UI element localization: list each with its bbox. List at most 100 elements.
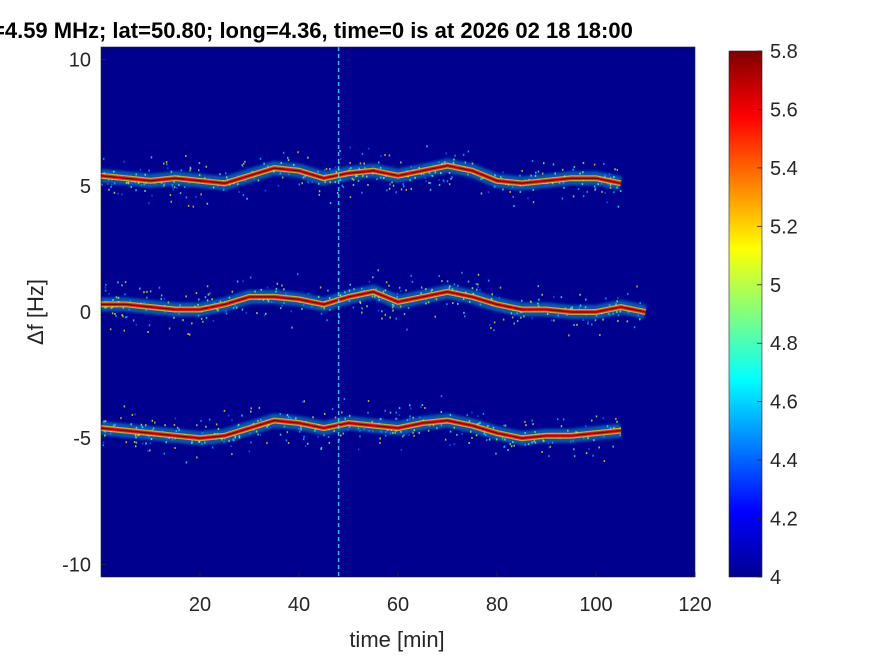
speckle [342,186,345,189]
speckle [615,417,617,420]
speckle [105,283,107,286]
speckle [124,316,127,319]
speckle [426,145,428,148]
speckle [173,423,176,426]
speckle [242,162,245,165]
trace-1 [101,145,623,208]
speckle [603,460,606,463]
speckle [503,424,505,427]
speckle [200,193,202,196]
speckle [457,284,459,287]
speckle [200,317,203,320]
y-axis: 10 5 0 -5 -10 [62,50,106,576]
speckle [205,165,208,168]
speckle [185,155,187,158]
speckle [593,185,596,188]
speckle [206,285,209,288]
speckle [408,433,410,436]
speckle [319,286,322,289]
speckle [372,276,374,279]
speckle [111,183,113,186]
speckle [377,309,380,312]
speckle [392,184,395,187]
x-axis-label: time [min] [349,627,444,652]
colorbar: 5.8 5.6 5.4 5.2 5 4.8 4.6 4.4 4.2 4 [728,41,798,589]
speckle [381,310,383,313]
speckle [285,439,288,442]
speckle [124,281,127,284]
speckle [440,410,443,413]
speckle [395,417,397,420]
speckle [499,286,502,289]
speckle [535,171,537,174]
speckle [352,183,355,186]
speckle [320,446,323,449]
speckle [444,438,447,441]
speckle [385,281,388,284]
speckle [380,155,382,158]
speckle [329,308,331,311]
speckle [160,297,163,300]
speckle [329,202,332,205]
speckle [572,195,575,198]
speckle [384,313,387,316]
speckle [598,446,600,449]
speckle [230,445,232,448]
speckle [264,189,267,192]
speckle [227,414,230,417]
speckle [158,286,161,289]
speckle [367,147,370,150]
speckle [139,168,142,171]
speckle [215,423,218,426]
speckle [277,184,280,187]
speckle [263,162,265,165]
speckle [531,419,533,422]
speckle [520,316,522,319]
speckle [582,319,585,322]
speckle [307,156,309,159]
speckle [241,164,244,167]
speckle [173,186,176,189]
speckle [548,446,551,449]
speckle [197,169,200,172]
speckle [188,333,191,336]
speckle [400,448,403,451]
speckle [149,290,152,293]
speckle [108,292,110,295]
speckle [307,180,309,183]
speckle [524,420,526,423]
speckle [357,448,360,451]
speckle [359,302,362,305]
speckle [200,419,202,422]
speckle [349,283,351,286]
speckle [513,205,515,208]
speckle [405,188,408,191]
speckle [101,183,103,186]
speckle [148,324,151,327]
speckle [461,271,463,274]
speckle [189,167,192,170]
speckle [453,283,456,286]
speckle [438,178,440,181]
speckle [326,319,328,322]
speckle [602,318,604,321]
speckle [241,414,243,417]
speckle [211,446,214,449]
speckle [104,286,107,289]
speckle [283,288,285,291]
speckle [189,169,191,172]
speckle [164,424,166,427]
speckle [198,162,201,165]
speckle [163,162,165,165]
speckle [206,299,209,302]
speckle [451,176,453,179]
speckle [549,445,552,448]
speckle [349,196,352,199]
speckle [456,433,458,436]
x-axis: 20 40 60 80 100 120 [189,572,712,616]
speckle [617,319,619,322]
speckle [612,445,614,448]
speckle [525,424,527,427]
speckle [231,419,233,422]
